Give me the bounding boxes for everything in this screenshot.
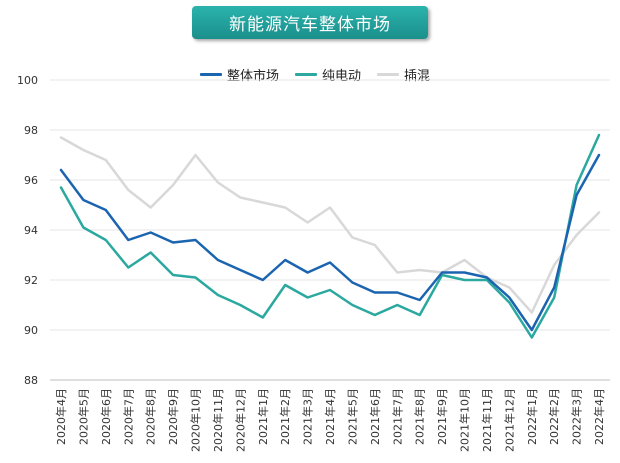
chart-title: 新能源汽车整体市场 (192, 6, 428, 39)
x-tick-label: 2020年8月 (144, 388, 158, 445)
legend-swatch (377, 73, 400, 76)
series-line-整体市场 (59, 153, 601, 332)
x-tick-label: 2021年4月 (323, 388, 337, 445)
x-tick-label: 2022年4月 (592, 388, 606, 445)
x-tick-label: 2020年10月 (189, 388, 203, 452)
x-tick-label: 2021年2月 (278, 388, 292, 445)
x-tick-label: 2021年6月 (368, 388, 382, 445)
legend-swatch (200, 73, 222, 76)
x-tick-label: 2021年5月 (345, 388, 359, 445)
x-tick-label: 2021年12月 (502, 388, 516, 452)
x-tick-label: 2021年1月 (256, 388, 270, 445)
x-tick-label: 2021年11月 (480, 388, 494, 452)
x-tick-label: 2020年7月 (121, 388, 135, 445)
y-tick-label: 98 (24, 124, 38, 137)
series-line-插混 (59, 136, 601, 314)
x-tick-label: 2021年3月 (301, 388, 315, 445)
x-tick-label: 2020年5月 (76, 388, 90, 445)
x-tick-label: 2020年12月 (233, 388, 247, 452)
x-tick-label: 2020年9月 (166, 388, 180, 445)
x-tick-label: 2021年9月 (435, 388, 449, 445)
x-tick-label: 2022年3月 (570, 388, 584, 445)
y-tick-label: 96 (24, 174, 38, 187)
series-line-纯电动 (59, 133, 601, 339)
y-tick-label: 94 (24, 224, 38, 237)
x-tick-label: 2022年2月 (547, 388, 561, 445)
y-tick-label: 92 (24, 274, 38, 287)
y-tick-label: 100 (17, 74, 38, 87)
legend-swatch (295, 73, 318, 76)
x-tick-label: 2021年8月 (413, 388, 427, 445)
x-tick-label: 2021年10月 (458, 388, 472, 452)
y-tick-label: 90 (24, 324, 38, 337)
x-tick-label: 2020年6月 (99, 388, 113, 445)
x-tick-label: 2020年11月 (211, 388, 225, 452)
x-tick-label: 2021年7月 (390, 388, 404, 445)
y-tick-label: 88 (24, 374, 38, 387)
x-tick-label: 2022年1月 (525, 388, 539, 445)
x-tick-label: 2020年4月 (54, 388, 68, 445)
